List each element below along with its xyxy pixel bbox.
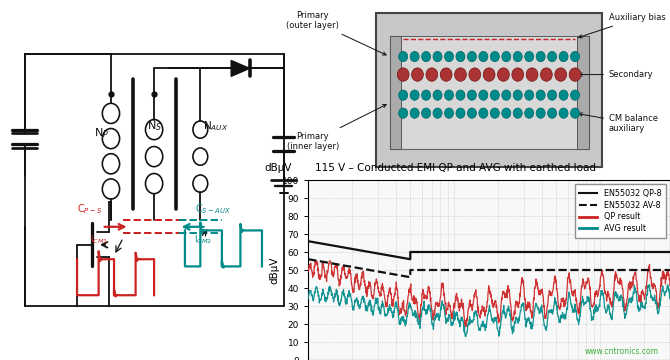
- Circle shape: [433, 108, 442, 118]
- Circle shape: [525, 90, 534, 100]
- Circle shape: [444, 108, 454, 118]
- Circle shape: [536, 108, 545, 118]
- Circle shape: [410, 108, 419, 118]
- Text: Auxiliary bias: Auxiliary bias: [579, 13, 666, 38]
- Circle shape: [397, 68, 409, 81]
- Circle shape: [498, 68, 509, 81]
- Circle shape: [571, 51, 580, 62]
- Circle shape: [468, 90, 476, 100]
- Circle shape: [536, 90, 545, 100]
- Y-axis label: dBμV: dBμV: [269, 256, 279, 284]
- Text: C$_{S-AUX}$: C$_{S-AUX}$: [195, 202, 230, 216]
- Polygon shape: [231, 60, 250, 76]
- Circle shape: [502, 90, 511, 100]
- Circle shape: [512, 68, 524, 81]
- Circle shape: [502, 108, 511, 118]
- Text: N$_{AUX}$: N$_{AUX}$: [203, 119, 228, 133]
- Circle shape: [456, 51, 465, 62]
- Circle shape: [571, 108, 580, 118]
- Text: dBμV: dBμV: [265, 163, 292, 173]
- Circle shape: [468, 108, 476, 118]
- Text: N$_S$: N$_S$: [147, 119, 161, 133]
- Circle shape: [411, 68, 423, 81]
- Circle shape: [433, 90, 442, 100]
- Circle shape: [513, 51, 523, 62]
- Circle shape: [483, 68, 495, 81]
- Circle shape: [541, 68, 552, 81]
- Text: 115 V – Conducted EMI QP and AVG with earthed load: 115 V – Conducted EMI QP and AVG with ea…: [316, 163, 596, 173]
- Circle shape: [559, 51, 568, 62]
- Circle shape: [454, 68, 466, 81]
- Text: Secondary: Secondary: [579, 70, 653, 79]
- Text: Primary
(inner layer): Primary (inner layer): [287, 105, 386, 151]
- Text: C$_{P-S}$: C$_{P-S}$: [76, 202, 102, 216]
- Circle shape: [399, 51, 407, 62]
- Circle shape: [555, 68, 567, 81]
- Circle shape: [440, 68, 452, 81]
- Circle shape: [479, 108, 488, 118]
- Text: I$_{CM1}$: I$_{CM1}$: [90, 234, 108, 247]
- Circle shape: [547, 108, 557, 118]
- Circle shape: [444, 51, 454, 62]
- Circle shape: [490, 108, 499, 118]
- Circle shape: [547, 90, 557, 100]
- Circle shape: [444, 90, 454, 100]
- Circle shape: [421, 51, 431, 62]
- Circle shape: [469, 68, 480, 81]
- Circle shape: [421, 90, 431, 100]
- Bar: [578, 36, 589, 149]
- Circle shape: [536, 51, 545, 62]
- Circle shape: [569, 68, 581, 81]
- Circle shape: [426, 68, 438, 81]
- Bar: [376, 13, 602, 167]
- Circle shape: [559, 108, 568, 118]
- Circle shape: [433, 51, 442, 62]
- Text: www.cntronics.com: www.cntronics.com: [585, 347, 659, 356]
- Circle shape: [479, 51, 488, 62]
- Circle shape: [525, 51, 534, 62]
- Circle shape: [490, 51, 499, 62]
- Legend: EN55032 QP-8, EN55032 AV-8, QP result, AVG result: EN55032 QP-8, EN55032 AV-8, QP result, A…: [574, 184, 666, 238]
- Circle shape: [559, 90, 568, 100]
- Circle shape: [513, 90, 523, 100]
- Circle shape: [513, 108, 523, 118]
- Bar: [390, 36, 589, 149]
- Text: I$_{CM2}$: I$_{CM2}$: [194, 234, 212, 247]
- Circle shape: [547, 51, 557, 62]
- Text: Primary
(outer layer): Primary (outer layer): [286, 11, 386, 55]
- Circle shape: [571, 90, 580, 100]
- Text: N$_P$: N$_P$: [94, 126, 109, 140]
- Text: CM balance
auxiliary: CM balance auxiliary: [579, 113, 658, 133]
- Circle shape: [526, 68, 538, 81]
- Circle shape: [490, 90, 499, 100]
- Circle shape: [502, 51, 511, 62]
- Circle shape: [456, 90, 465, 100]
- Circle shape: [399, 108, 407, 118]
- Bar: [390, 36, 401, 149]
- Circle shape: [410, 51, 419, 62]
- Circle shape: [399, 90, 407, 100]
- Circle shape: [468, 51, 476, 62]
- Circle shape: [525, 108, 534, 118]
- Circle shape: [456, 108, 465, 118]
- Circle shape: [410, 90, 419, 100]
- Circle shape: [421, 108, 431, 118]
- Circle shape: [479, 90, 488, 100]
